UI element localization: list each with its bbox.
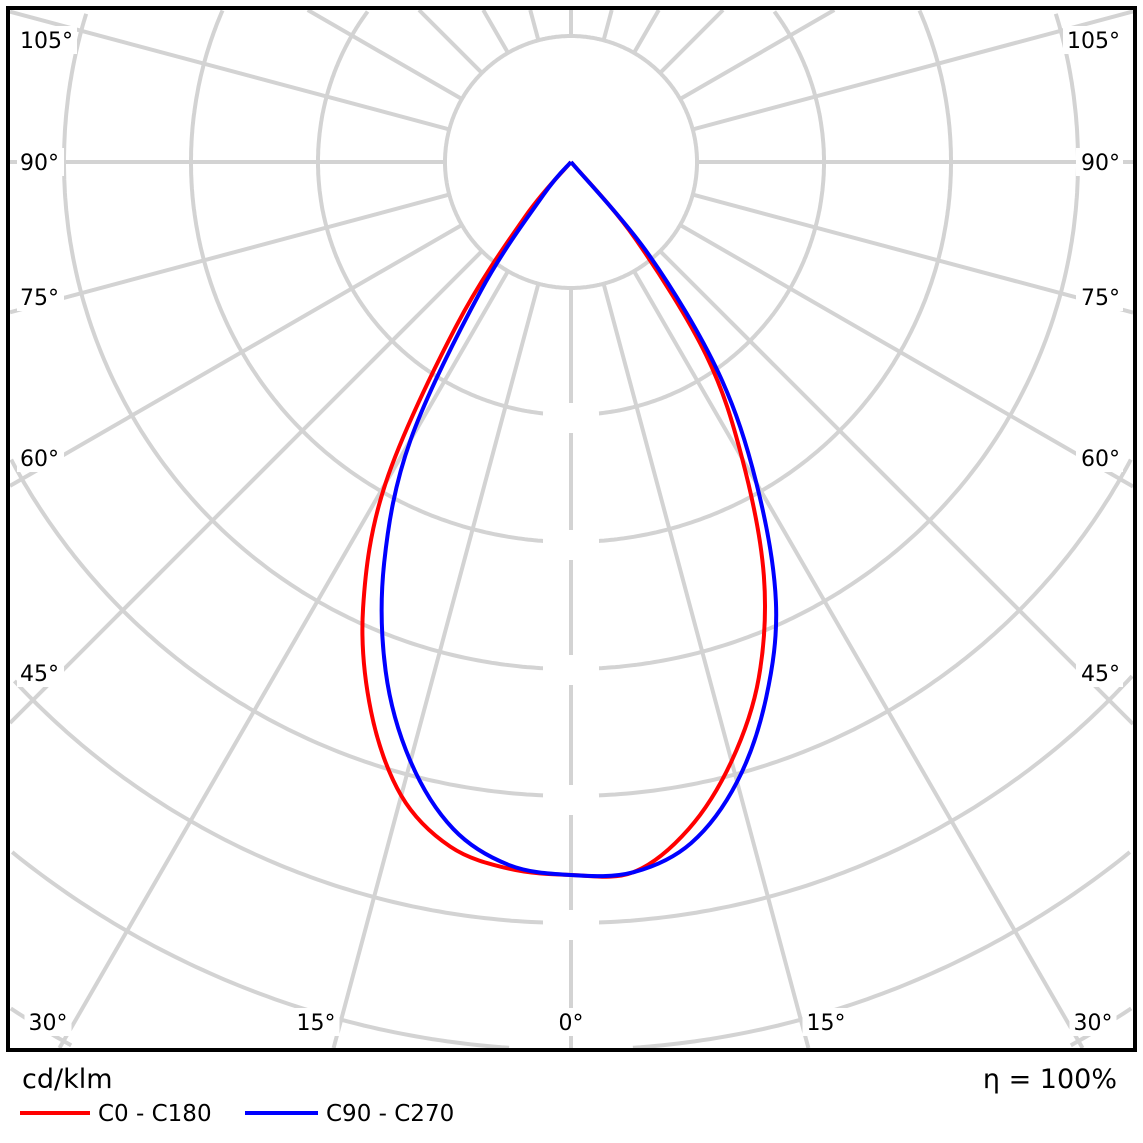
grid-spoke [692, 9, 1134, 132]
grid-ring [9, 458, 571, 798]
grid-spoke [601, 283, 811, 1049]
tick-label-left: 45° [20, 662, 59, 687]
grid-spoke [632, 8, 661, 54]
tick-label-bg [1069, 1008, 1117, 1036]
tick-label-bg [17, 26, 77, 54]
grid-spoke [9, 223, 463, 488]
legend-label-c0-c180: C0 - C180 [98, 1101, 212, 1127]
grid-spoke [331, 283, 541, 1049]
grid-spoke [679, 8, 836, 101]
tick-label-bg [1076, 148, 1123, 176]
legend-swatch-c90-c270 [245, 1111, 318, 1115]
radial-label-blank [543, 530, 599, 560]
grid-ring [62, 13, 571, 671]
unit-label: cd/klm [22, 1064, 113, 1095]
intensity-curves [360, 160, 779, 879]
polar-grid [8, 8, 1135, 1050]
grid-spoke [417, 8, 484, 75]
plot-frame [6, 6, 1137, 1052]
grid-spoke [658, 8, 725, 75]
tick-label-bg [1076, 283, 1123, 311]
grid-spoke [9, 192, 450, 315]
tick-label-right: 60° [1081, 447, 1120, 472]
grid-ring [12, 679, 571, 925]
grid-spoke [528, 9, 541, 41]
grid-ring [571, 13, 1080, 671]
grid-spoke [481, 9, 510, 54]
tick-label-left: 90° [20, 151, 59, 176]
grid-ring [632, 850, 1132, 1050]
tick-label-left: 60° [20, 447, 59, 472]
radial-label-blank [543, 403, 599, 433]
radial-label-blank [543, 655, 599, 685]
radial-label-blank [543, 785, 599, 815]
grid-ring [571, 674, 1134, 925]
tick-label-bg [17, 659, 64, 687]
tick-label-bottom: 15° [297, 1011, 336, 1036]
grid-spoke [9, 9, 450, 132]
radial-label-blank [543, 910, 599, 940]
tick-label-bg [1076, 659, 1123, 687]
grid-spoke [8, 249, 484, 725]
grid-ring [571, 10, 826, 417]
tick-label-left: 105° [20, 29, 73, 54]
radial-label-blanks [543, 403, 599, 940]
tick-label-bg [1063, 26, 1123, 54]
tick-label-bg [292, 1008, 340, 1036]
grid-spoke [306, 8, 463, 101]
tick-label-bg [24, 1008, 72, 1036]
tick-label-bg [802, 1008, 850, 1036]
grid-ring [571, 9, 953, 544]
tick-label-bottom: 30° [1074, 1011, 1113, 1036]
tick-label-bg [554, 1008, 588, 1036]
legend-swatch-c0-c180 [20, 1111, 90, 1115]
tick-label-right: 90° [1081, 151, 1120, 176]
grid-spoke [57, 270, 510, 1049]
legend-label-c90-c270: C90 - C270 [326, 1101, 455, 1127]
grid-spoke [601, 9, 614, 41]
grid-ring [571, 458, 1133, 798]
efficiency-label: η = 100% [982, 1064, 1117, 1095]
grid-spoke [632, 270, 1085, 1050]
tick-label-bg [17, 148, 64, 176]
angle-tick-labels: 105° 90° 75° 60° 45° 105° 90° 75° 60° 45° 30° 15° 0°… [17, 26, 1123, 1036]
grid-spoke [692, 192, 1134, 315]
tick-label-bottom: 30° [29, 1011, 68, 1036]
grid-ring [10, 850, 510, 1050]
series-curve-1 [379, 160, 779, 879]
tick-label-bg [1076, 444, 1123, 472]
tick-label-right: 75° [1081, 286, 1120, 311]
tick-label-right: 105° [1067, 29, 1120, 54]
tick-label-bg [17, 283, 64, 311]
tick-label-bottom: 15° [807, 1011, 846, 1036]
grid-ring [316, 10, 571, 417]
tick-label-bg [17, 444, 64, 472]
tick-label-right: 45° [1081, 662, 1120, 687]
tick-label-bottom: 0° [559, 1011, 584, 1036]
tick-label-left: 75° [20, 286, 59, 311]
grid-ring [189, 9, 571, 544]
grid-spoke [658, 249, 1135, 726]
grid-spoke [679, 223, 1135, 489]
